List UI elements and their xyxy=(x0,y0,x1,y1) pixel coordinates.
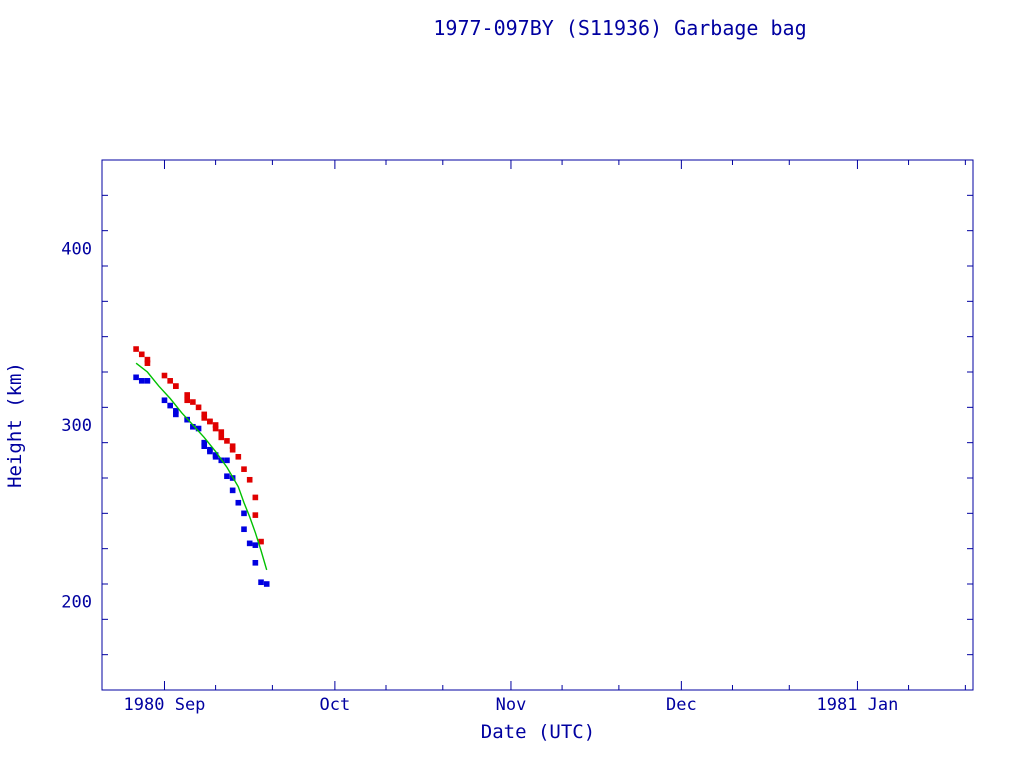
perigee-point xyxy=(212,453,219,460)
apogee-point xyxy=(212,425,219,432)
apogee-point xyxy=(195,404,202,411)
x-axis-title: Date (UTC) xyxy=(481,721,595,743)
apogee-point xyxy=(161,372,168,379)
perigee-point xyxy=(241,510,247,517)
y-tick-labels: 200 300 400 xyxy=(61,239,92,612)
apogee-point xyxy=(184,392,190,398)
apogee-point xyxy=(173,383,179,389)
perigee-point xyxy=(173,411,179,418)
perigee-point xyxy=(241,526,247,533)
axis-ticks xyxy=(102,160,973,690)
chart-title: 1977-097BY (S11936) Garbage bag xyxy=(433,16,807,40)
apogee-point xyxy=(184,397,190,404)
apogee-point xyxy=(133,346,139,352)
x-tick-label: Nov xyxy=(496,695,527,715)
perigee-point xyxy=(252,559,259,566)
perigee-point xyxy=(167,402,173,409)
apogee-point xyxy=(252,494,259,501)
perigee-point xyxy=(133,374,139,381)
apogee-point xyxy=(229,446,236,453)
apogee-point xyxy=(235,453,242,460)
perigee-point xyxy=(263,581,270,587)
x-tick-label: Oct xyxy=(320,695,351,715)
apogee-point xyxy=(138,351,145,358)
x-tick-label: 1981 Jan xyxy=(816,695,898,715)
apogee-point xyxy=(144,360,151,366)
apogee-point xyxy=(224,438,230,444)
perigee-point xyxy=(246,540,253,547)
perigee-point xyxy=(207,448,213,455)
data-series xyxy=(133,346,270,587)
x-tick-label: 1980 Sep xyxy=(124,695,206,715)
fit-line xyxy=(135,362,268,571)
apogee-point xyxy=(246,476,253,483)
apogee-point xyxy=(190,399,196,405)
y-tick-label: 400 xyxy=(61,239,92,259)
perigee-point xyxy=(224,473,230,480)
perigee-point xyxy=(201,443,208,450)
apogee-point xyxy=(241,466,247,472)
perigee-point xyxy=(144,378,151,384)
apogee-point xyxy=(167,378,173,384)
apogee-point xyxy=(218,434,225,441)
perigee-point xyxy=(252,542,259,548)
perigee-point xyxy=(235,499,242,506)
y-tick-label: 300 xyxy=(61,416,92,436)
apogee-point xyxy=(252,512,259,518)
y-axis-title: Height (km) xyxy=(4,362,26,488)
apogee-point xyxy=(207,418,213,425)
perigee-point xyxy=(161,397,168,404)
perigee-point xyxy=(229,487,236,494)
perigee-point xyxy=(258,579,264,586)
perigee-point xyxy=(138,378,145,384)
plot-frame xyxy=(101,159,974,691)
perigee-point xyxy=(224,457,230,464)
y-tick-label: 200 xyxy=(61,593,92,613)
x-tick-labels: 1980 Sep Oct Nov Dec 1981 Jan xyxy=(124,695,899,715)
apogee-point xyxy=(218,429,225,435)
x-tick-label: Dec xyxy=(666,695,697,715)
apogee-point xyxy=(201,415,208,421)
